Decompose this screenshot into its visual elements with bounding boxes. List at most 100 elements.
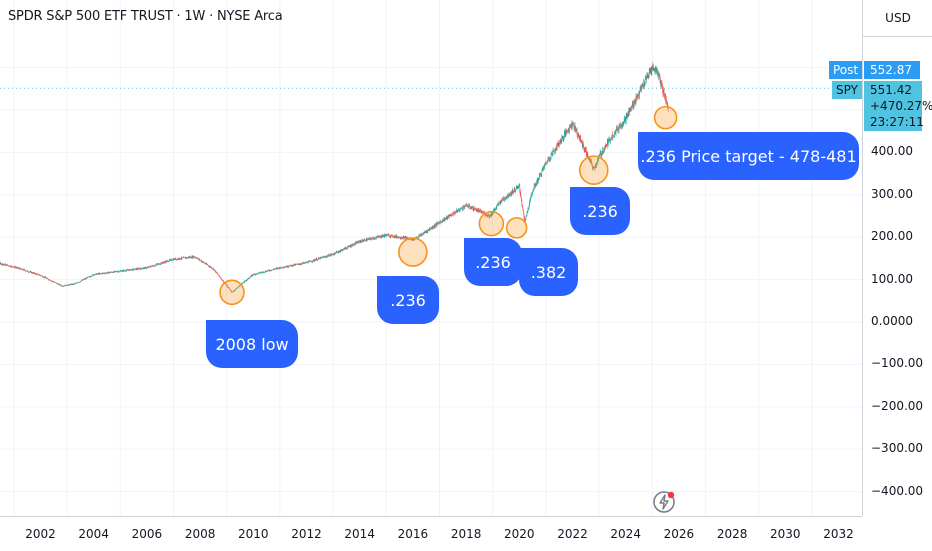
candle-body — [563, 136, 564, 137]
candle-body — [457, 210, 458, 212]
candle-body — [41, 275, 42, 276]
candle-body — [511, 192, 512, 195]
candle-body — [496, 207, 497, 208]
candle-body — [514, 189, 515, 191]
candle-body — [191, 257, 192, 258]
candle-body — [243, 282, 244, 283]
candle-body — [175, 258, 176, 259]
candle-body — [164, 262, 165, 263]
highlight-circle[interactable] — [655, 107, 677, 129]
candle-body — [30, 272, 31, 273]
note-236-2022[interactable]: .236 — [570, 187, 630, 235]
candle-body — [130, 269, 131, 270]
candle-body — [32, 272, 33, 273]
candle-body — [524, 213, 525, 217]
candle-body — [1, 264, 2, 265]
candle-body — [207, 264, 208, 265]
candle-body — [581, 141, 582, 142]
candle-body — [303, 263, 304, 264]
highlight-circle[interactable] — [220, 280, 244, 304]
candle-body — [181, 259, 182, 260]
candle-body — [552, 153, 553, 154]
candle-body — [461, 208, 462, 209]
candle-body — [306, 262, 307, 263]
candle-body — [6, 265, 7, 266]
candle-body — [471, 208, 472, 209]
candle-body — [497, 206, 498, 208]
candle-body — [587, 153, 588, 156]
candle-body — [242, 283, 243, 284]
candle-body — [497, 205, 498, 206]
currency-button[interactable]: USD — [863, 0, 932, 37]
highlight-circle[interactable] — [399, 238, 427, 266]
bolt-icon[interactable] — [652, 490, 676, 514]
candle-body — [182, 258, 183, 259]
candle-body — [480, 210, 481, 211]
candle-body — [9, 266, 10, 267]
candle-body — [8, 265, 9, 266]
candle-body — [221, 278, 222, 279]
candle-body — [305, 262, 306, 263]
candle-body — [301, 264, 302, 265]
candle-body — [52, 281, 53, 282]
candle-body — [441, 221, 442, 222]
note-236-2016[interactable]: .236 — [377, 276, 439, 324]
candle-body — [41, 276, 42, 277]
candle-body — [277, 268, 278, 269]
candle-body — [39, 275, 40, 276]
candle-body — [377, 236, 378, 237]
note-236-2018[interactable]: .236 — [464, 238, 522, 286]
note-382-2020[interactable]: .382 — [519, 248, 578, 296]
highlight-circle[interactable] — [580, 156, 608, 184]
candle-body — [129, 270, 130, 271]
candle-body — [652, 66, 653, 69]
price-tick: 0.0000 — [871, 314, 913, 328]
note-price-target[interactable]: .236 Price target - 478-481 — [638, 132, 859, 180]
candle-body — [301, 264, 302, 265]
candle-body — [624, 118, 625, 119]
highlight-circle[interactable] — [507, 218, 527, 238]
candle-body — [320, 257, 321, 258]
candle-body — [338, 252, 339, 253]
candle-body — [113, 272, 114, 273]
symbol-title[interactable]: SPDR S&P 500 ETF TRUST · 1W · NYSE Arca — [8, 9, 282, 24]
candle-body — [216, 272, 217, 273]
candle-body — [615, 131, 616, 134]
candle-body — [138, 268, 139, 269]
candle-body — [255, 274, 256, 275]
candle-body — [628, 114, 629, 115]
candle-body — [213, 269, 214, 270]
candle-body — [61, 285, 62, 286]
candle-body — [502, 199, 503, 200]
candle-body — [139, 269, 140, 270]
candle-body — [527, 211, 528, 212]
candle-body — [263, 272, 264, 273]
candle-body — [293, 265, 294, 266]
candle-body — [8, 265, 9, 266]
candle-body — [85, 279, 86, 280]
candle-body — [156, 265, 157, 266]
candle-body — [507, 197, 508, 198]
post-price: 552.87 — [864, 61, 920, 79]
candle-body — [34, 273, 35, 274]
candle-body — [20, 269, 21, 270]
candle-body — [335, 253, 336, 254]
candle-body — [147, 267, 148, 268]
candle-body — [509, 195, 510, 196]
candle-body — [175, 258, 176, 259]
candle-body — [388, 235, 389, 236]
note-2008-low[interactable]: 2008 low — [206, 320, 298, 368]
candle-body — [379, 236, 380, 237]
candle-body — [523, 210, 524, 213]
highlight-circle[interactable] — [479, 212, 503, 236]
candle-body — [196, 258, 197, 259]
candle-body — [466, 204, 467, 205]
chart-area[interactable]: SPDR S&P 500 ETF TRUST · 1W · NYSE Arca … — [0, 0, 862, 516]
candle-body — [443, 220, 444, 222]
candle-body — [209, 266, 210, 267]
candle-body — [103, 273, 104, 274]
candle-body — [81, 280, 82, 281]
price-chart[interactable] — [0, 0, 862, 516]
candle-body — [386, 235, 387, 236]
